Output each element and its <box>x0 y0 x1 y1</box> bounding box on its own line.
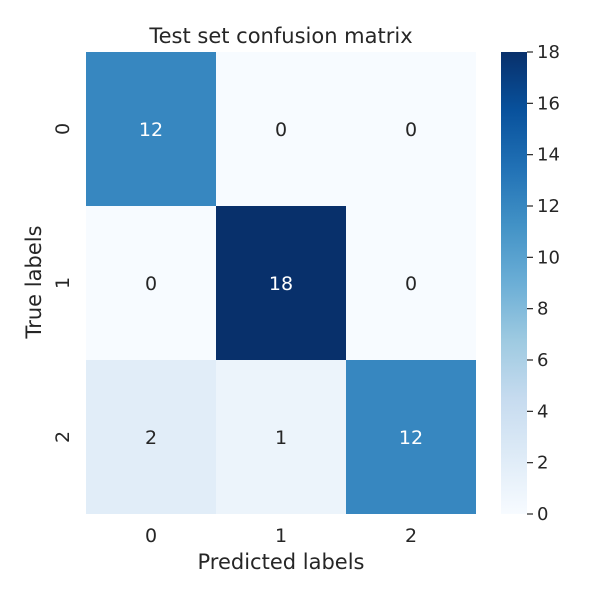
colorbar-tick-label-2: 2 <box>537 453 548 474</box>
colorbar-tick-label-18: 18 <box>537 42 560 63</box>
x-tick-labels: 0 1 2 <box>145 525 417 547</box>
colorbar-tick-label-4: 4 <box>537 401 548 422</box>
colorbar-tick-label-16: 16 <box>537 93 560 114</box>
cell-value-r0-c0: 12 <box>139 119 163 141</box>
cell-value-r2-c2: 12 <box>399 427 423 449</box>
cell-value-r2-c0: 2 <box>145 427 157 449</box>
x-axis-label: Predicted labels <box>198 550 365 574</box>
colorbar-tick-label-6: 6 <box>537 350 548 371</box>
colorbar-ticks: 0 2 4 6 8 10 12 14 16 18 <box>527 42 560 525</box>
colorbar-tick-label-14: 14 <box>537 145 560 166</box>
y-tick-labels: 0 1 2 <box>52 123 74 443</box>
chart-title: Test set confusion matrix <box>148 24 412 48</box>
heatmap-cells <box>86 52 476 514</box>
heatmap-cell-r2-c1 <box>216 360 346 514</box>
cell-value-r1-c2: 0 <box>405 273 417 295</box>
x-tick-label-0: 0 <box>145 525 157 547</box>
y-tick-label-1: 1 <box>52 277 74 289</box>
colorbar <box>501 52 527 514</box>
y-tick-label-0: 0 <box>52 123 74 135</box>
heatmap-cell-r1-c1 <box>216 206 346 360</box>
cell-value-r1-c0: 0 <box>145 273 157 295</box>
heatmap-cell-r0-c0 <box>86 52 216 206</box>
colorbar-tick-label-12: 12 <box>537 196 560 217</box>
cell-value-r1-c1: 18 <box>269 273 293 295</box>
x-tick-label-1: 1 <box>275 525 287 547</box>
x-tick-label-2: 2 <box>405 525 417 547</box>
heatmap-cell-r2-c0 <box>86 360 216 514</box>
heatmap-cell-r2-c2 <box>346 360 476 514</box>
cell-value-r0-c2: 0 <box>405 119 417 141</box>
y-axis-label: True labels <box>22 225 46 339</box>
heatmap-cell-r1-c2 <box>346 206 476 360</box>
heatmap-cell-r1-c0 <box>86 206 216 360</box>
heatmap-cell-labels: 12 0 0 0 18 0 2 1 12 <box>139 119 423 449</box>
colorbar-tick-label-10: 10 <box>537 247 560 268</box>
heatmap-cell-r0-c2 <box>346 52 476 206</box>
cell-value-r0-c1: 0 <box>275 119 287 141</box>
colorbar-tick-label-0: 0 <box>537 504 548 525</box>
y-tick-label-2: 2 <box>52 431 74 443</box>
colorbar-tick-label-8: 8 <box>537 299 548 320</box>
heatmap-cell-r0-c1 <box>216 52 346 206</box>
cell-value-r2-c1: 1 <box>275 427 287 449</box>
